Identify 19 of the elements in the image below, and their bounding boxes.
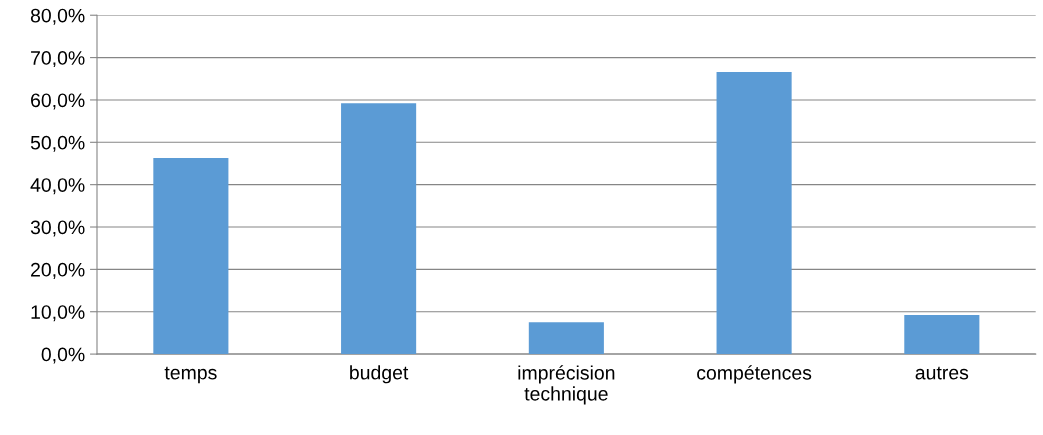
y-tick-label: 40,0% <box>30 178 85 195</box>
x-tick-label: imprécision technique <box>518 365 615 405</box>
x-tick-label: autres <box>915 366 969 380</box>
y-tick-label: 10,0% <box>31 305 85 322</box>
y-tick-label: 30,0% <box>30 220 85 237</box>
y-tick-label: 70,0% <box>31 51 85 68</box>
y-tick-label: 0,0% <box>41 347 85 364</box>
x-tick-label: temps <box>164 366 217 384</box>
bar <box>528 322 604 355</box>
x-tick-label: budget <box>350 365 409 384</box>
bar <box>716 71 792 355</box>
y-tick-label: 50,0% <box>30 135 85 152</box>
x-tick-label: compétences <box>697 365 812 384</box>
y-tick-label: 80,0% <box>30 8 85 25</box>
bar <box>153 157 229 355</box>
bar <box>341 103 417 355</box>
y-tick-label: 60,0% <box>31 93 85 110</box>
bar <box>904 315 980 355</box>
y-tick-label: 20,0% <box>31 262 85 279</box>
